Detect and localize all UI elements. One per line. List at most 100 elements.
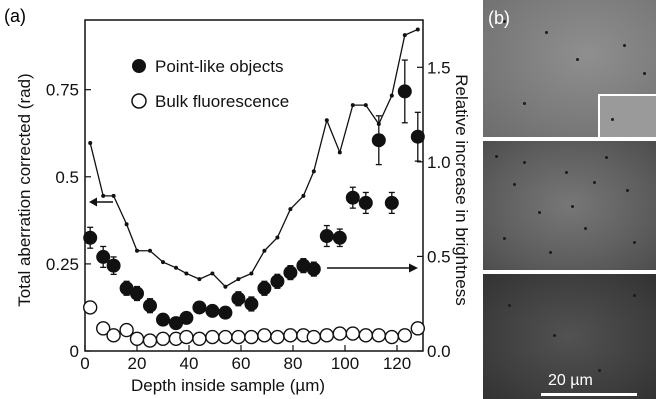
brightness-point [124, 222, 129, 227]
micrograph-middle [483, 141, 656, 270]
micrograph-speck [513, 183, 516, 186]
bulk-fluorescence-point [306, 329, 321, 345]
micrograph-top [483, 0, 656, 137]
panel-divider [483, 137, 656, 141]
point-like-objects-point [205, 303, 220, 318]
bulk-fluorescence-point [371, 328, 386, 343]
brightness-point [101, 193, 106, 198]
brightness-point [311, 169, 316, 174]
brightness-point [415, 27, 420, 32]
bulk-fluorescence-point [106, 328, 121, 343]
legend-bulk-fluorescence: Bulk fluorescence [155, 92, 289, 111]
point-like-objects-point [169, 316, 183, 331]
brightness-point [236, 277, 241, 282]
point-like-objects-point [218, 305, 233, 320]
micrograph-speck [633, 241, 636, 244]
bulk-fluorescence-point [319, 328, 334, 343]
point-like-objects-point [83, 230, 98, 245]
panel-b-label: (b) [488, 8, 510, 28]
micrograph-speck [495, 155, 498, 158]
micrograph-speck [626, 189, 629, 192]
micrograph-speck [633, 294, 636, 297]
point-like-objects-point [96, 249, 111, 264]
figure-panel-a: (a) 0 20 40 60 80 100 120 0 0.25 0.5 0.75 0.0 0.5 1.0… [4, 6, 471, 395]
x-tick-label: 60 [232, 354, 251, 373]
arrow-right-head [409, 263, 418, 273]
point-like-objects-point [231, 291, 246, 306]
micrograph-speck [623, 44, 626, 47]
point-like-objects-point [306, 262, 321, 277]
bulk-fluorescence-point [270, 329, 285, 345]
x-tick-label: 80 [284, 354, 303, 373]
point-like-objects-point [270, 274, 285, 289]
bulk-fluorescence-point [155, 331, 171, 347]
micrograph-inset [598, 94, 656, 137]
bulk-fluorescence-point [283, 328, 298, 343]
point-like-objects-point [358, 195, 373, 210]
bulk-fluorescence-point [129, 331, 145, 347]
legend-point-like-objects: Point-like objects [155, 57, 284, 76]
y-right-tick-label: 1.5 [427, 58, 451, 77]
point-like-objects-point [244, 296, 259, 311]
brightness-point [275, 235, 280, 240]
y-axis-right-label: Relative increase in brightness [452, 74, 471, 306]
brightness-point [324, 118, 329, 123]
legend-filled-marker [132, 59, 146, 73]
bulk-fluorescence-point [192, 331, 207, 347]
micrograph-panel-b: (b) 20 µm [483, 0, 656, 399]
micrograph-speck [538, 211, 541, 214]
brightness-point [210, 271, 215, 276]
point-like-objects-point [319, 229, 334, 244]
brightness-point [350, 103, 355, 108]
micrograph-speck [584, 227, 587, 230]
point-like-objects-point [371, 133, 386, 148]
brightness-point [161, 260, 165, 265]
brightness-point [184, 271, 189, 276]
point-like-objects-point [192, 300, 207, 315]
brightness-point [337, 150, 342, 155]
x-tick-label: 40 [180, 354, 199, 373]
micrograph-speck [523, 102, 526, 105]
point-like-objects-point [119, 281, 134, 296]
brightness-point [174, 265, 178, 270]
bulk-fluorescence-point [345, 326, 360, 341]
y-right-tick-label: 0.5 [427, 247, 451, 266]
micrograph-speck [565, 171, 568, 174]
bulk-fluorescence-point [95, 321, 111, 336]
y-left-tick-label: 0.75 [46, 81, 79, 100]
point-like-objects-point [106, 258, 121, 273]
brightness-point [197, 277, 202, 282]
brightness-point [135, 248, 139, 253]
plot-marks [82, 27, 425, 348]
y-left-tick-label: 0.5 [55, 168, 79, 187]
micrograph-speck [545, 31, 548, 34]
micrograph-speck [643, 72, 646, 75]
scale-bar [541, 393, 637, 396]
point-like-objects-point [397, 84, 412, 99]
y-axis-left-label: Total aberration corrected (rad) [15, 73, 34, 306]
plot-axes: 0 20 40 60 80 100 120 0 0.25 0.5 0.75 0.0 0.5 1.0 1.5 [46, 19, 451, 373]
bulk-fluorescence-point [231, 329, 246, 345]
brightness-point [88, 140, 93, 145]
point-like-objects-point [179, 310, 194, 325]
point-like-objects-point [257, 281, 272, 296]
bulk-fluorescence-point [397, 328, 412, 343]
bulk-fluorescence-point [358, 328, 373, 343]
point-like-objects-point [345, 190, 360, 205]
brightness-point [223, 284, 228, 289]
bulk-fluorescence-point [179, 329, 194, 345]
brightness-point [288, 207, 293, 212]
x-axis-label: Depth inside sample (µm) [131, 376, 325, 395]
brightness-point [389, 93, 394, 98]
micrograph-speck [503, 20, 506, 23]
point-like-objects-point [410, 129, 425, 144]
brightness-point [363, 103, 368, 108]
legend-open-marker [131, 93, 147, 109]
micrograph-speck [503, 237, 506, 240]
micrograph-speck [523, 161, 526, 164]
bulk-fluorescence-point [384, 329, 399, 345]
y-left-tick-label: 0.25 [46, 255, 79, 274]
brightness-point [301, 193, 306, 198]
brightness-point [148, 248, 152, 253]
bulk-fluorescence-point [142, 333, 158, 348]
